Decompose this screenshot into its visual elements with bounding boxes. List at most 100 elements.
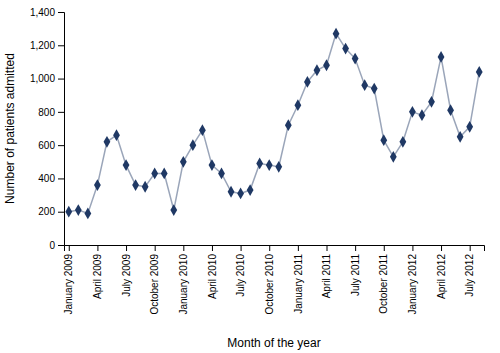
x-tick-mark [327,245,328,251]
y-tick-label: 400 [38,173,55,184]
x-tick-mark [183,245,184,251]
y-tick: 1,000 [30,73,64,84]
y-tick-mark [58,145,64,146]
point [132,179,139,191]
x-tick-label: April 2009 [92,254,103,299]
point [180,156,187,168]
x-tick: July 2012 [464,245,475,297]
x-tick-mark [69,245,70,251]
x-tick-mark [241,245,242,251]
y-tick-mark [58,178,64,179]
x-tick: January 2012 [407,245,418,315]
x-tick: April 2011 [321,245,332,298]
x-tick-mark [97,245,98,251]
x-tick-label: October 2011 [378,254,389,314]
x-tick-mark [155,245,156,251]
y-tick-label: 1,000 [30,73,55,84]
y-tick-label: 800 [38,107,55,118]
x-tick-label: January 2009 [63,254,74,315]
point [65,206,72,218]
x-tick-mark [298,245,299,251]
point [84,207,91,219]
point [94,179,101,191]
x-axis-title: Month of the year [227,336,320,350]
x-tick-label: July 2012 [464,254,475,297]
y-tick-mark [58,45,64,46]
y-axis: 0 200 400 600 800 1,000 1,200 1,400 [30,7,65,251]
point [466,121,473,133]
x-tick-label: January 2011 [293,254,304,314]
y-tick: 800 [38,107,64,118]
point [199,124,206,136]
x-tick: July 2010 [235,245,246,297]
y-tick: 1,200 [30,40,64,51]
y-axis-title: Number of patients admitted [3,53,17,204]
y-tick-mark [58,112,64,113]
point [333,28,340,40]
x-tick: April 2012 [436,245,447,299]
point [237,188,244,200]
point [209,159,216,171]
y-tick-mark [58,245,64,246]
x-tick-label: July 2009 [121,254,132,297]
plot: 0 200 400 600 800 1,000 1,200 1,400 January 2009… [30,7,485,315]
point [247,184,254,196]
point [419,109,426,121]
x-tick: April 2009 [92,245,103,299]
point [304,76,311,88]
y-tick-label: 600 [38,140,55,151]
point [218,168,225,180]
x-tick: July 2011 [350,245,361,296]
x-tick-label: April 2010 [207,254,218,299]
point [228,186,235,198]
point [275,161,282,173]
x-tick-mark [212,245,213,251]
x-axis-line [65,246,485,252]
x-tick-label: April 2012 [436,254,447,299]
point [161,168,168,180]
y-tick: 0 [49,240,64,251]
point [380,134,387,146]
y-tick: 200 [38,206,64,217]
point [447,104,454,116]
point [294,99,301,111]
x-tick-mark [126,245,127,251]
point [457,131,464,143]
x-tick-label: October 2009 [149,254,160,315]
y-tick: 600 [38,140,64,151]
y-tick-label: 1,400 [30,7,55,18]
point [399,136,406,148]
point [113,129,120,141]
point [438,51,445,63]
point [361,79,368,91]
x-tick: January 2009 [63,245,74,315]
point [256,158,263,170]
point [266,159,273,171]
x-tick-label: July 2010 [235,254,246,297]
x-tick-label: January 2012 [407,254,418,315]
x-tick-label: April 2011 [321,254,332,299]
y-tick: 1,400 [30,7,64,18]
y-tick-label: 200 [38,206,55,217]
y-tick-mark [58,79,64,80]
y-axis-line [58,13,65,246]
x-axis: January 2009 April 2009 July 2009 October 2… [63,245,484,315]
x-tick-mark [441,245,442,251]
x-tick-label: January 2010 [178,254,189,315]
point [323,59,330,71]
point [371,83,378,95]
point [104,136,111,148]
x-tick-label: July 2011 [350,254,361,297]
x-tick-mark [269,245,270,251]
x-tick: October 2009 [149,245,160,315]
point [75,204,82,216]
marks [65,28,482,220]
y-tick-mark [58,212,64,213]
point [189,139,196,151]
point [123,159,130,171]
x-tick: April 2010 [207,245,218,299]
point [151,168,158,180]
point [170,204,177,216]
point [476,66,483,78]
x-tick-mark [355,245,356,251]
